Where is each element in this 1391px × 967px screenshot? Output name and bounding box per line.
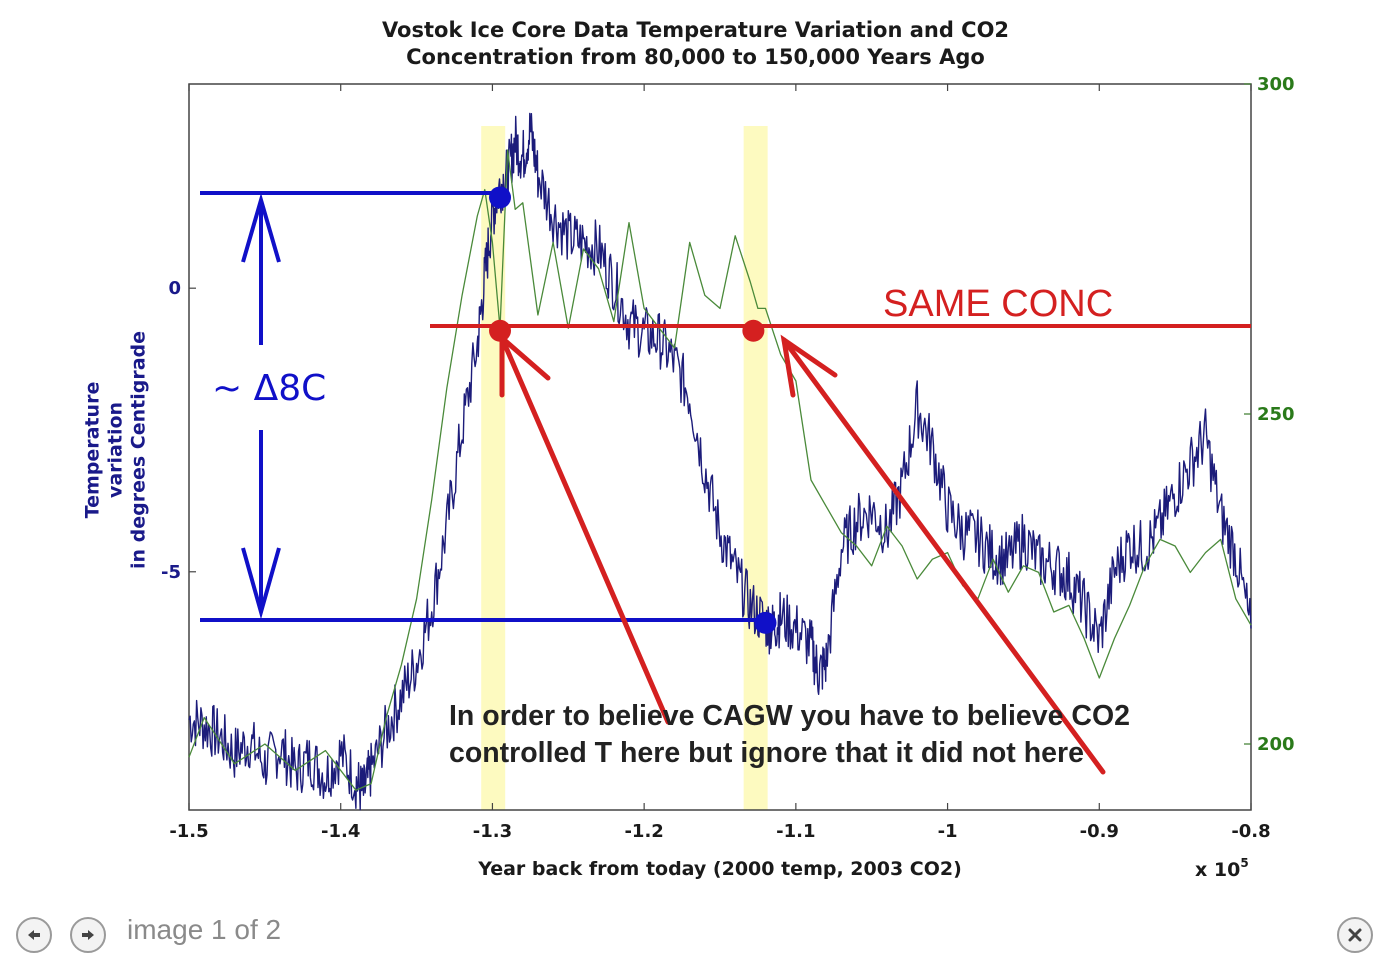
y-left-tick-label: 0 xyxy=(168,278,181,299)
x-multiplier-label: x 105 xyxy=(1195,856,1249,881)
y-right-tick-label: 200 xyxy=(1257,734,1295,755)
highlight-band-2 xyxy=(743,126,768,810)
delta-arrow-up-head xyxy=(241,192,281,263)
next-image-button[interactable] xyxy=(70,917,106,953)
temperature-series-line xyxy=(188,112,1252,811)
annotation-point-3 xyxy=(489,319,512,342)
annotation-point-1 xyxy=(489,186,512,209)
x-tick-label: -0.9 xyxy=(1080,821,1119,842)
series-layer xyxy=(188,112,1252,811)
red-arrow-left-shaft xyxy=(499,335,671,725)
right-arrow-icon xyxy=(82,930,94,940)
x-multiplier-base: x 10 xyxy=(1195,859,1240,881)
x-tick-label: -0.8 xyxy=(1231,821,1270,842)
delta-marker xyxy=(200,191,762,622)
annotation-points xyxy=(489,186,777,634)
y-left-axis-ticks: 0 -5 xyxy=(161,278,196,583)
plot-area-frame xyxy=(188,83,1252,811)
note-line-2: controlled T here but ignore that it did… xyxy=(449,737,1084,769)
highlight-band-1 xyxy=(481,126,506,810)
x-axis-label: Year back from today (2000 temp, 2003 CO… xyxy=(478,858,962,880)
y-right-axis-ticks: 300 250 200 xyxy=(1244,74,1295,755)
x-tick-label: -1.5 xyxy=(169,821,208,842)
x-tick-label: -1.3 xyxy=(473,821,512,842)
highlight-bands xyxy=(481,126,768,810)
y-left-tick-label: -5 xyxy=(161,562,181,583)
left-arrow-icon xyxy=(28,930,40,940)
x-tick-label: -1.2 xyxy=(624,821,663,842)
red-arrow-right-head xyxy=(780,334,838,398)
x-tick-label: -1.1 xyxy=(776,821,815,842)
y-right-tick-label: 250 xyxy=(1257,404,1295,425)
image-counter: image 1 of 2 xyxy=(127,914,282,945)
red-arrow-right-shaft xyxy=(781,337,1106,775)
note-line-1: In order to believe CAGW you have to bel… xyxy=(449,700,1130,732)
annotation-point-2 xyxy=(754,611,777,634)
same-conc-label: SAME CONC xyxy=(883,283,1113,325)
delta-label: ~ Δ8C xyxy=(212,368,326,409)
close-icon xyxy=(1348,928,1362,942)
chart-title-line-2: Concentration from 80,000 to 150,000 Yea… xyxy=(406,45,985,69)
annotation-point-4 xyxy=(742,319,765,342)
chart-title-line-1: Vostok Ice Core Data Temperature Variati… xyxy=(381,18,1010,42)
y-right-tick-label: 300 xyxy=(1257,74,1295,95)
x-axis-ticks: -1.5 -1.4 -1.3 -1.2 -1.1 -1 -0.9 -0.8 xyxy=(169,84,1271,842)
co2-series-line xyxy=(188,149,1252,791)
close-button[interactable] xyxy=(1337,917,1373,953)
previous-image-button[interactable] xyxy=(16,917,52,953)
x-tick-label: -1 xyxy=(938,821,958,842)
x-tick-label: -1.4 xyxy=(321,821,360,842)
x-multiplier-exponent: 5 xyxy=(1240,856,1248,870)
delta-arrow-down-head xyxy=(241,547,281,620)
